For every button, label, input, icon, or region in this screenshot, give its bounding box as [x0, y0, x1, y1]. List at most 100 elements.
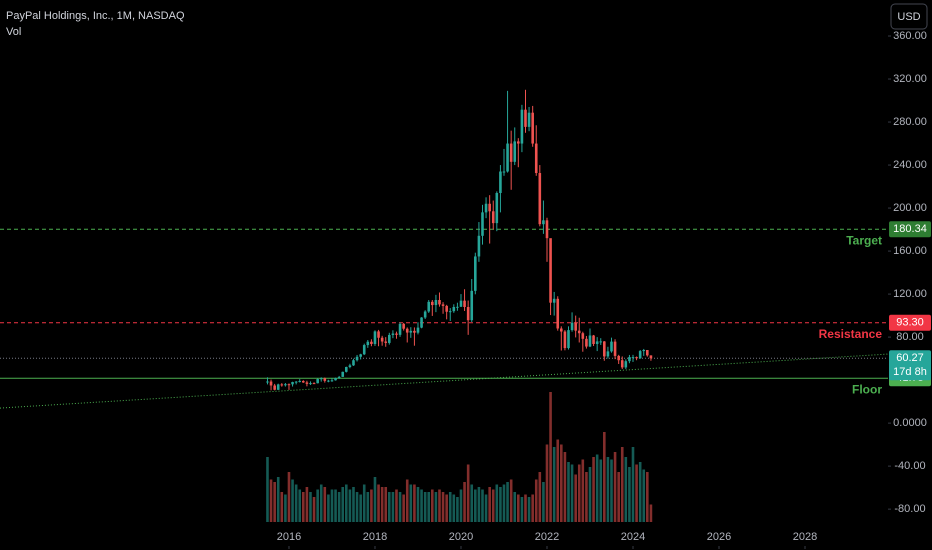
volume-bar — [441, 492, 445, 522]
volume-bar — [391, 492, 395, 522]
candle-body — [484, 203, 488, 213]
volume-bar — [420, 489, 423, 522]
candle-body — [459, 300, 463, 307]
volume-bar — [574, 474, 577, 522]
y-tick-label: 160.00 — [893, 245, 927, 257]
y-tick-label: 240.00 — [893, 159, 927, 171]
candle-body — [370, 341, 373, 344]
y-tick-label: 80.00 — [896, 331, 924, 343]
x-tick-label: 2016 — [277, 531, 301, 543]
candle-body — [441, 304, 445, 306]
level-tag-label: 93.30 — [896, 317, 924, 329]
volume-bar — [466, 464, 470, 522]
candle-body — [452, 306, 456, 312]
volume-bar — [560, 444, 563, 522]
candle-body — [341, 371, 345, 377]
level-tag — [889, 314, 931, 331]
candle-body — [595, 341, 599, 344]
volume-bar — [413, 484, 416, 522]
candle-body — [301, 380, 305, 383]
volume-bar — [388, 492, 391, 522]
volume-bar — [380, 487, 384, 522]
y-tick-label: 120.00 — [893, 288, 927, 300]
level-name: Resistance — [819, 327, 883, 341]
candle-body — [309, 383, 312, 385]
volume-bar — [395, 489, 398, 522]
candle-body — [563, 331, 567, 349]
volume-bar — [585, 472, 588, 522]
volume-bar — [617, 472, 620, 522]
volume-bar — [398, 492, 402, 522]
candle-body — [266, 381, 269, 383]
volume-bar — [620, 447, 624, 522]
candle-body — [427, 301, 431, 312]
volume-bar — [506, 482, 509, 522]
candle-body — [495, 193, 499, 224]
volume-bar — [319, 484, 323, 522]
volume-bar — [334, 489, 337, 522]
candle-body — [499, 171, 502, 194]
y-tick-label: 200.00 — [893, 202, 927, 214]
volume-bar — [628, 467, 631, 522]
volume-bar — [488, 487, 491, 522]
volume-bar — [452, 494, 456, 522]
volume-bar — [563, 452, 567, 522]
candle-body — [477, 235, 481, 257]
volume-bar — [355, 492, 359, 522]
candle-body — [599, 341, 603, 343]
volume-bar — [613, 452, 617, 522]
volume-bar — [484, 494, 488, 522]
x-tick-label: 2018 — [363, 531, 387, 543]
candle-body — [585, 338, 588, 347]
candle-body — [527, 112, 531, 127]
candle-body — [520, 109, 524, 144]
currency-button[interactable] — [890, 3, 928, 30]
candle-body — [448, 311, 452, 313]
volume-bar — [402, 494, 405, 522]
volume-bar — [370, 489, 373, 522]
candle-body — [577, 330, 581, 334]
volume-bar — [341, 487, 345, 522]
candle-body — [348, 365, 352, 367]
volume-bar — [456, 497, 459, 522]
trendline — [0, 353, 889, 409]
volume-bar — [445, 494, 448, 522]
volume-bar — [459, 489, 463, 522]
candle-body — [456, 306, 459, 308]
candle-body — [280, 384, 284, 386]
y-tick-label: -80.00 — [894, 503, 925, 515]
candle-body — [628, 357, 631, 362]
volume-bar — [352, 487, 355, 522]
last-price-tag — [889, 350, 931, 381]
volume-bar — [298, 489, 302, 522]
level-tag-label: 180.34 — [893, 223, 927, 235]
volume-bar — [606, 457, 610, 522]
candle-body — [574, 322, 577, 331]
volume-bar — [502, 484, 506, 522]
candle-body — [606, 351, 610, 357]
x-tick-label: 2026 — [707, 531, 731, 543]
volume-bar — [595, 454, 599, 522]
candle-body — [330, 380, 334, 382]
x-tick-label: 2020 — [449, 531, 473, 543]
candle-body — [384, 341, 388, 343]
candle-body — [362, 345, 366, 355]
last-price-label: 60.27 — [896, 352, 924, 364]
candle-body — [334, 377, 337, 381]
currency[interactable]: USD — [897, 11, 920, 23]
candle-body — [524, 109, 527, 127]
candle-body — [631, 357, 635, 359]
volume-bar — [276, 477, 280, 522]
volume-bar — [556, 439, 560, 522]
candle-body — [291, 382, 294, 385]
candle-body — [391, 333, 395, 335]
candle-body — [359, 354, 362, 357]
volume-bar — [610, 459, 613, 522]
volume-bar — [545, 444, 549, 522]
y-tick-label: 0.0000 — [893, 417, 927, 429]
candle-body — [312, 383, 316, 385]
volume-bar — [520, 497, 524, 522]
candle-body — [287, 384, 291, 386]
candle-body — [552, 298, 556, 303]
candle-body — [269, 381, 273, 386]
